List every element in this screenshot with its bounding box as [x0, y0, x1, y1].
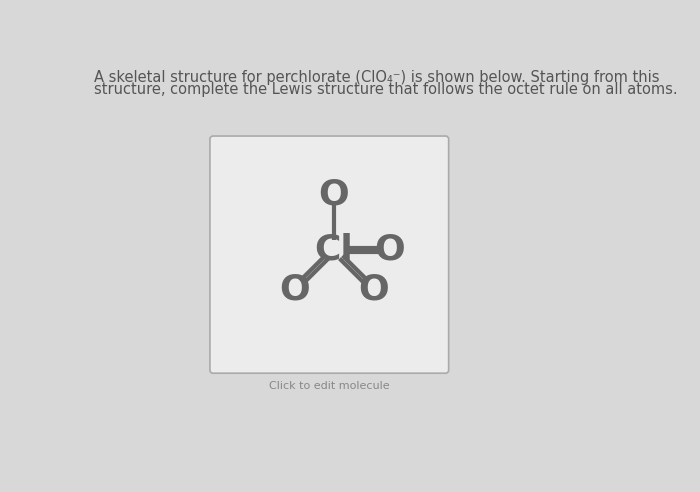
Text: A skeletal structure for perchlorate (ClO₄⁻) is shown below. Starting from this: A skeletal structure for perchlorate (Cl…: [94, 70, 659, 85]
Text: O: O: [374, 233, 405, 267]
Text: structure, complete the Lewis structure that follows the octet rule on all atoms: structure, complete the Lewis structure …: [94, 82, 678, 97]
FancyBboxPatch shape: [210, 136, 449, 373]
Text: O: O: [358, 272, 388, 306]
Text: Click to edit molecule: Click to edit molecule: [269, 381, 390, 391]
Text: O: O: [279, 272, 310, 306]
Text: O: O: [318, 178, 349, 212]
Text: Cl: Cl: [314, 233, 354, 267]
